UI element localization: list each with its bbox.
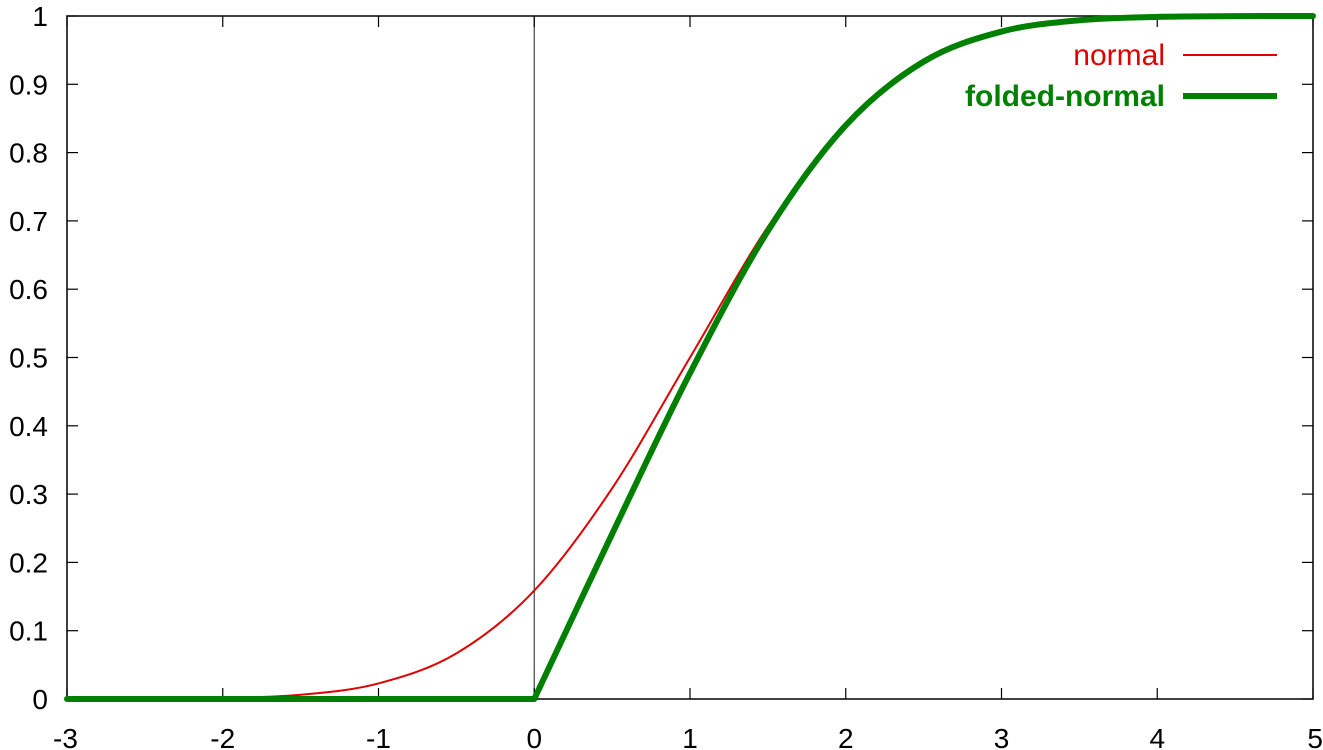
series-line-folded-normal [64,13,1316,702]
x-tick-label: 5 [1307,723,1323,750]
x-tick-label: -2 [210,723,235,750]
y-tick-label: 0.1 [9,616,48,647]
x-tick-label: 3 [994,723,1010,750]
x-tick-label: 0 [526,723,542,750]
ticks: -3 -2 -1 0 1 2 3 4 5 0 0.1 0.2 0.3 0.4 0.5 0.6 0.7 0.8 0.9… [9,1,1323,750]
y-tick-label: 0 [32,684,48,715]
series-line-normal [66,15,1314,700]
y-tick-label: 0.6 [9,274,48,305]
x-tick-label: 1 [682,723,698,750]
x-tick-label: 2 [838,723,854,750]
x-tick-label: -3 [53,723,78,750]
legend: normal folded-normal [965,39,1277,113]
y-tick-label: 0.2 [9,547,48,578]
legend-label-normal: normal [1073,39,1165,72]
y-tick-label: 0.3 [9,479,48,510]
y-tick-label: 0.8 [9,138,48,169]
y-tick-label: 0.9 [9,69,48,100]
y-tick-label: 1 [32,1,48,32]
x-tick-label: 4 [1149,723,1165,750]
y-tick-label: 0.5 [9,343,48,374]
y-tick-label: 0.4 [9,411,48,442]
legend-label-folded-normal: folded-normal [965,80,1165,113]
series-lines [64,13,1316,702]
y-tick-label: 0.7 [9,206,48,237]
x-tick-label: -1 [366,723,391,750]
